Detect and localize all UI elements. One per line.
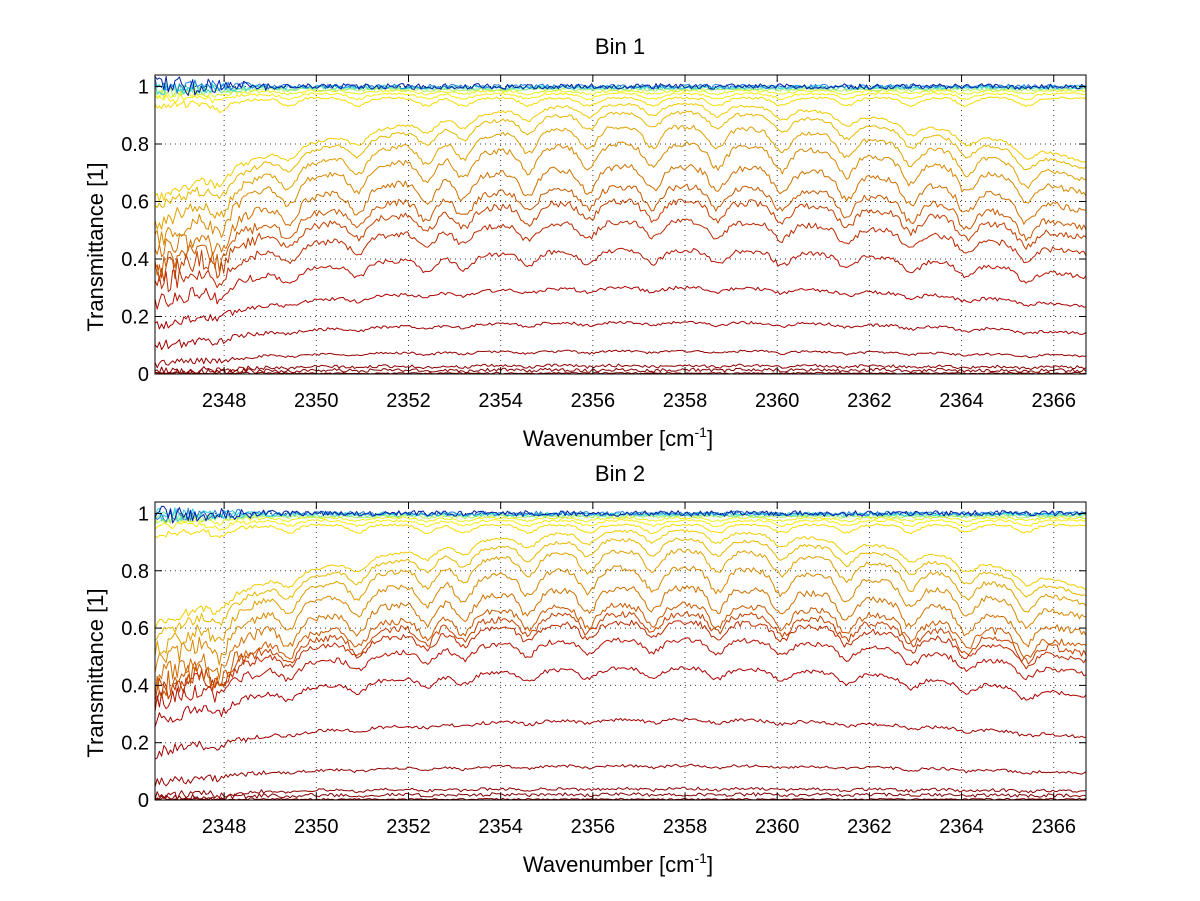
series-line	[154, 363, 1087, 375]
series-line	[154, 619, 1087, 704]
x-tick-label: 2354	[478, 816, 523, 838]
series-line	[154, 92, 1087, 104]
series-line	[154, 548, 1087, 657]
series-line	[154, 565, 1087, 673]
x-axis-label: Wavenumber [cm-1]	[523, 850, 713, 877]
series-line	[154, 247, 1087, 310]
series-line	[154, 523, 1087, 539]
x-tick-label: 2364	[939, 816, 984, 838]
y-tick-label: 0.8	[121, 561, 149, 583]
series-line	[154, 792, 1087, 801]
x-tick-label: 2356	[571, 816, 616, 838]
chart-title: Bin 1	[595, 34, 645, 59]
series-line	[154, 320, 1087, 351]
plot-area-frame	[154, 74, 1087, 375]
y-axis-label: Transmittance [1]	[83, 162, 108, 331]
panel-bin-1: Bin 1 2348 2350 2352 2354 2356 2358 2360 2362 23…	[83, 34, 1087, 451]
series-line	[154, 505, 1087, 524]
y-tick-label: 0.4	[121, 249, 149, 271]
series-line	[154, 183, 1087, 279]
x-tick-label: 2354	[478, 390, 523, 412]
panel-bin-2: Bin 2 2348 2350 2352 2354 2356 2358 2360 2362 23…	[83, 461, 1087, 877]
y-tick-label: 1	[138, 77, 149, 99]
x-tick-label: 2350	[294, 390, 339, 412]
x-tick-label: 2360	[755, 816, 800, 838]
series-line	[154, 96, 1087, 113]
series-line	[154, 366, 1087, 375]
series-line	[154, 610, 1087, 702]
series-line	[154, 585, 1087, 689]
y-tick-label: 1	[138, 503, 149, 525]
x-tick-label: 2360	[755, 390, 800, 412]
y-tick-label: 0.2	[121, 307, 149, 329]
series-line	[154, 198, 1087, 282]
x-tick-label: 2348	[202, 390, 247, 412]
x-tick-label: 2352	[386, 816, 431, 838]
series-line	[154, 285, 1087, 330]
series-line	[154, 519, 1087, 531]
x-tick-label: 2364	[939, 390, 984, 412]
x-tick-label: 2366	[1031, 390, 1076, 412]
series-line	[154, 218, 1087, 293]
series-line	[154, 637, 1087, 712]
series-line	[154, 786, 1087, 801]
x-tick-label: 2362	[847, 390, 892, 412]
series-line	[154, 666, 1087, 728]
y-axis-label: Transmittance [1]	[83, 588, 108, 757]
series-line	[154, 529, 1087, 630]
x-tick-label: 2356	[571, 390, 616, 412]
y-tick-label: 0	[138, 364, 149, 386]
chart-title: Bin 2	[595, 461, 645, 486]
series-line	[154, 124, 1087, 230]
series-line	[154, 349, 1086, 369]
y-tick-label: 0	[138, 790, 149, 812]
series-line	[154, 163, 1087, 258]
y-tick-label: 0.6	[121, 618, 149, 640]
x-tick-label: 2366	[1031, 816, 1076, 838]
y-tick-label: 0.8	[121, 134, 149, 156]
series-line	[154, 537, 1087, 642]
series-line	[155, 796, 1087, 801]
x-axis-label: Wavenumber [cm-1]	[523, 424, 713, 451]
series-line	[154, 75, 1087, 96]
series-line	[154, 110, 1087, 208]
x-tick-label: 2358	[663, 390, 708, 412]
y-tick-label: 0.4	[121, 675, 149, 697]
plot-area-frame	[154, 501, 1087, 801]
series-line	[154, 601, 1087, 699]
x-tick-label: 2350	[294, 816, 339, 838]
y-tick-label: 0.2	[121, 733, 149, 755]
series-line	[154, 513, 1087, 524]
series-line	[154, 717, 1087, 760]
series-line	[154, 141, 1087, 246]
x-tick-label: 2362	[847, 816, 892, 838]
y-tick-label: 0.6	[121, 192, 149, 214]
x-tick-label: 2358	[663, 816, 708, 838]
series-line	[154, 102, 1087, 202]
x-tick-label: 2352	[386, 390, 431, 412]
x-tick-label: 2348	[202, 816, 247, 838]
series-line	[154, 763, 1087, 788]
